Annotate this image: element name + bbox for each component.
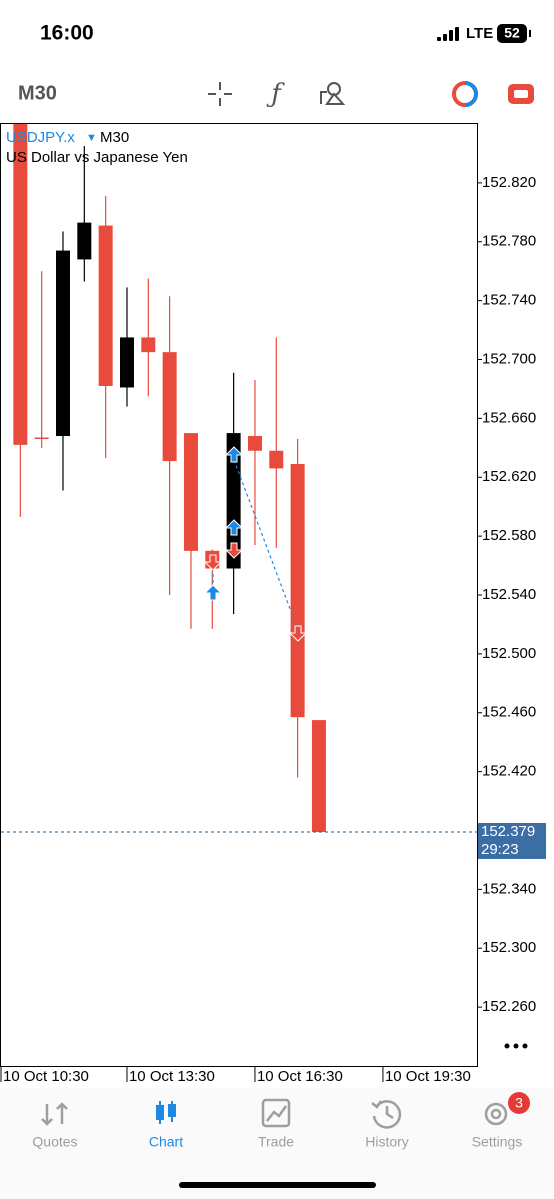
y-tick-label: 152.340 (482, 880, 536, 897)
candle-body (183, 433, 198, 551)
y-tick-label: 152.580 (482, 527, 536, 544)
battery (497, 24, 527, 43)
battery-tip (529, 30, 531, 37)
settings-icon (484, 1102, 508, 1126)
tab-label[interactable]: Quotes (32, 1134, 77, 1150)
trade-button[interactable] (508, 84, 534, 104)
countdown: 29:23 (481, 841, 519, 858)
trade-link (233, 459, 299, 631)
x-tick-label: 10 Oct 10:30 (3, 1068, 89, 1085)
candle-body (290, 464, 305, 718)
y-tick-label: 152.740 (482, 292, 536, 309)
objects-button[interactable] (320, 82, 346, 105)
timeframe-button[interactable]: M30 (18, 82, 57, 104)
trade-icon (261, 1098, 291, 1128)
plot-area (13, 124, 326, 832)
crosshair-button[interactable] (208, 82, 232, 106)
candle-body (13, 124, 28, 445)
symbol[interactable]: USDJPY.x (6, 129, 75, 146)
y-tick-label: 152.500 (482, 645, 536, 662)
badge (508, 1092, 530, 1114)
trade-arrow (203, 584, 223, 601)
signal (437, 27, 459, 41)
candle-body (311, 720, 326, 832)
x-tick-label: 10 Oct 19:30 (385, 1068, 471, 1085)
trade-arrow (224, 542, 244, 559)
candle-body (98, 225, 113, 386)
y-tick-label: 152.460 (482, 704, 536, 721)
tab-label[interactable]: History (365, 1134, 409, 1150)
y-tick-label: 152.420 (482, 763, 536, 780)
trade-arrow (203, 554, 223, 571)
chart-timeframe: M30 (100, 129, 129, 146)
quotes-icon (41, 1102, 68, 1126)
tab-label[interactable]: Trade (258, 1134, 294, 1150)
y-tick-label: 152.260 (482, 998, 536, 1015)
y-tick-label: 152.660 (482, 409, 536, 426)
trade-arrow (224, 446, 244, 463)
home-indicator (179, 1182, 376, 1188)
candle-body (77, 222, 92, 260)
tab-label[interactable]: Settings (472, 1134, 523, 1150)
battery-level: 52 (504, 25, 520, 41)
y-tick-label: 152.700 (482, 350, 536, 367)
y-tick-label: 152.780 (482, 233, 536, 250)
candle-body (55, 250, 70, 437)
tabs: Quotes Chart Trade History Settings 3 (32, 1095, 523, 1150)
tab-label[interactable]: Chart (149, 1134, 183, 1150)
y-tick-label: 152.620 (482, 468, 536, 485)
symbol-description: US Dollar vs Japanese Yen (6, 149, 188, 166)
candle-body (34, 437, 49, 440)
candle-body (141, 337, 156, 353)
network: LTE (466, 25, 493, 42)
trade-arrow (224, 519, 244, 536)
current-price-label: 152.379 (481, 823, 535, 840)
y-tick-label: 152.300 (482, 939, 536, 956)
one-click-button[interactable] (452, 81, 478, 107)
chart-icon (156, 1101, 176, 1124)
y-tick-label: 152.820 (482, 174, 536, 191)
chart-frame (0, 123, 478, 1067)
x-tick-label: 10 Oct 16:30 (257, 1068, 343, 1085)
symbol-dropdown[interactable]: ▼ (86, 132, 97, 144)
candle-body (269, 450, 284, 469)
current-price-box (478, 822, 546, 859)
y-tick-label: 152.540 (482, 586, 536, 603)
candle-body (162, 352, 177, 462)
tab-badge: 3 (515, 1095, 523, 1111)
candle-body (247, 436, 262, 451)
more-button[interactable] (504, 1043, 528, 1049)
status-time: 16:00 (40, 22, 94, 45)
x-tick-label: 10 Oct 13:30 (129, 1068, 215, 1085)
candle-body (119, 337, 134, 388)
history-icon (371, 1100, 402, 1129)
indicators-button[interactable]: ƒ (266, 79, 285, 109)
trade-arrow (288, 625, 308, 642)
tab-bar (0, 1088, 554, 1199)
